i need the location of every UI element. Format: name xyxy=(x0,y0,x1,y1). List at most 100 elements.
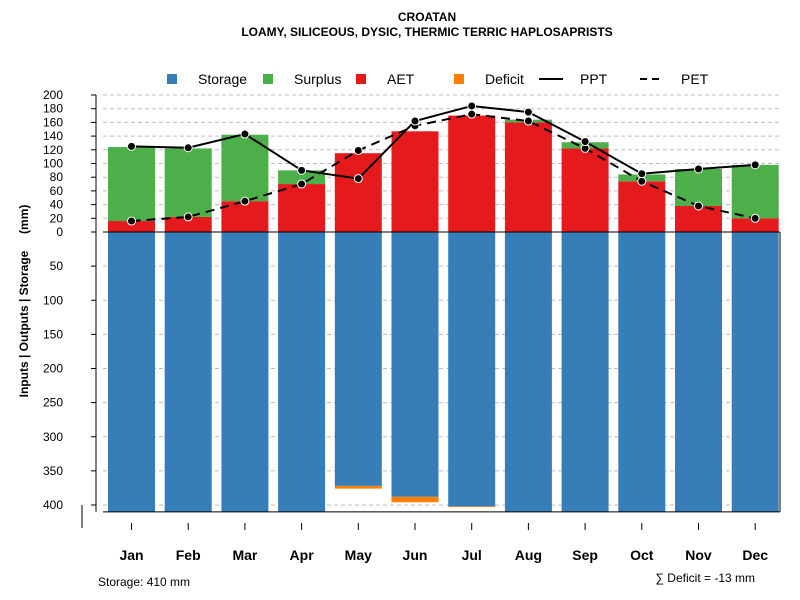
bar-aet-mar xyxy=(221,201,269,232)
pet-point-apr xyxy=(297,179,307,189)
x-tick-label-apr: Apr xyxy=(290,547,315,563)
y-tick-label: 40 xyxy=(50,198,64,212)
x-tick-label-nov: Nov xyxy=(685,547,712,563)
bar-storage-jul xyxy=(448,232,496,507)
bar-aet-jul xyxy=(448,115,496,232)
pet-point-aug xyxy=(523,116,533,126)
bar-deficit-jun xyxy=(391,496,439,503)
lines-layer xyxy=(127,101,760,226)
bar-storage-apr xyxy=(278,232,326,512)
bar-surplus-apr xyxy=(278,170,326,185)
y-tick-label: 400 xyxy=(43,498,63,512)
legend-label-deficit: Deficit xyxy=(485,71,524,87)
ppt-point-feb xyxy=(183,143,193,153)
bar-storage-mar xyxy=(221,232,269,512)
y-tick-label: 20 xyxy=(50,211,64,225)
pet-point-nov xyxy=(694,201,703,211)
legend-label-aet: AET xyxy=(387,71,415,87)
x-tick-label-jan: Jan xyxy=(119,547,143,563)
x-tick-label-oct: Oct xyxy=(630,547,654,563)
legend-swatch-surplus xyxy=(263,74,273,84)
bar-surplus-feb xyxy=(164,148,212,217)
pet-line xyxy=(131,113,756,223)
pet-point-jul xyxy=(467,109,477,119)
x-tick-label-jun: Jun xyxy=(403,547,428,563)
legend-swatch-aet xyxy=(356,74,366,84)
legend-label-pet: PET xyxy=(681,71,709,87)
y-axis-label: Inputs | Outputs | Storage (mm) xyxy=(17,205,31,398)
y-tick-label: 50 xyxy=(50,259,64,273)
bar-storage-sep xyxy=(561,232,609,512)
bar-aet-oct xyxy=(618,181,666,232)
ppt-point-may xyxy=(353,174,363,184)
ppt-point-jun xyxy=(410,116,420,126)
bar-aet-sep xyxy=(561,148,609,232)
legend-label-ppt: PPT xyxy=(580,71,608,87)
ppt-point-apr xyxy=(297,165,307,175)
bar-storage-oct xyxy=(618,232,666,512)
axes: 0204060801001201401601802005010015020025… xyxy=(43,88,781,563)
bar-surplus-jan xyxy=(108,147,155,222)
pet-point-mar xyxy=(240,196,250,206)
y-tick-label: 200 xyxy=(43,362,63,376)
y-tick-label: 350 xyxy=(43,464,63,478)
bar-surplus-nov xyxy=(675,168,722,206)
bar-storage-jun xyxy=(391,232,439,497)
bar-storage-jan xyxy=(108,232,155,512)
x-tick-label-sep: Sep xyxy=(572,547,598,563)
storage-note: Storage: 410 mm xyxy=(98,575,190,589)
legend-label-storage: Storage xyxy=(198,71,247,87)
legend-label-surplus: Surplus xyxy=(294,71,341,87)
ppt-point-jan xyxy=(127,141,136,151)
pet-point-feb xyxy=(183,212,193,222)
ppt-point-jul xyxy=(467,101,477,111)
bar-aet-feb xyxy=(164,216,212,232)
ppt-line xyxy=(131,104,756,180)
ppt-point-aug xyxy=(523,107,533,117)
bar-aet-may xyxy=(334,153,382,232)
bar-surplus-mar xyxy=(221,134,269,202)
y-tick-label: 250 xyxy=(43,396,63,410)
ppt-point-sep xyxy=(580,137,590,147)
x-tick-label-aug: Aug xyxy=(515,547,542,563)
bar-aet-jun xyxy=(391,131,439,232)
x-tick-label-jul: Jul xyxy=(462,547,482,563)
y-tick-label: 100 xyxy=(43,293,63,307)
y-tick-label: 140 xyxy=(43,129,63,143)
y-tick-label: 160 xyxy=(43,115,63,129)
legend-swatch-storage xyxy=(167,74,177,84)
bar-aet-apr xyxy=(278,184,326,232)
x-tick-label-feb: Feb xyxy=(176,547,201,563)
pet-point-oct xyxy=(637,176,647,186)
deficit-note: ∑ Deficit = -13 mm xyxy=(655,571,755,585)
ppt-point-oct xyxy=(637,169,647,179)
bar-deficit-jul xyxy=(448,506,496,508)
bar-storage-nov xyxy=(675,232,722,512)
y-tick-label: 150 xyxy=(43,327,63,341)
bar-storage-aug xyxy=(504,232,552,512)
bar-storage-feb xyxy=(164,232,212,512)
y-tick-label: 0 xyxy=(56,225,63,239)
bar-deficit-may xyxy=(334,485,382,489)
bar-aet-aug xyxy=(504,122,552,232)
x-tick-label-may: May xyxy=(345,547,372,563)
ppt-point-dec xyxy=(750,160,760,170)
pet-point-may xyxy=(353,145,363,155)
chart-subtitle: LOAMY, SILICEOUS, DYSIC, THERMIC TERRIC … xyxy=(241,25,612,39)
x-tick-label-dec: Dec xyxy=(742,547,768,563)
y-tick-label: 100 xyxy=(43,157,63,171)
bar-aet-jan xyxy=(108,221,155,232)
bar-storage-dec xyxy=(731,232,779,512)
pet-point-jan xyxy=(127,216,136,226)
bar-surplus-dec xyxy=(731,164,779,219)
bar-storage-may xyxy=(334,232,382,486)
x-tick-label-mar: Mar xyxy=(232,547,257,563)
bars-layer xyxy=(108,115,779,512)
y-tick-label: 200 xyxy=(43,88,63,102)
y-tick-label: 80 xyxy=(50,170,64,184)
chart-legend: Storage Surplus AET Deficit PPT PET xyxy=(167,71,709,87)
ppt-point-nov xyxy=(694,164,703,174)
pet-point-dec xyxy=(750,213,760,223)
y-tick-label: 60 xyxy=(50,184,64,198)
